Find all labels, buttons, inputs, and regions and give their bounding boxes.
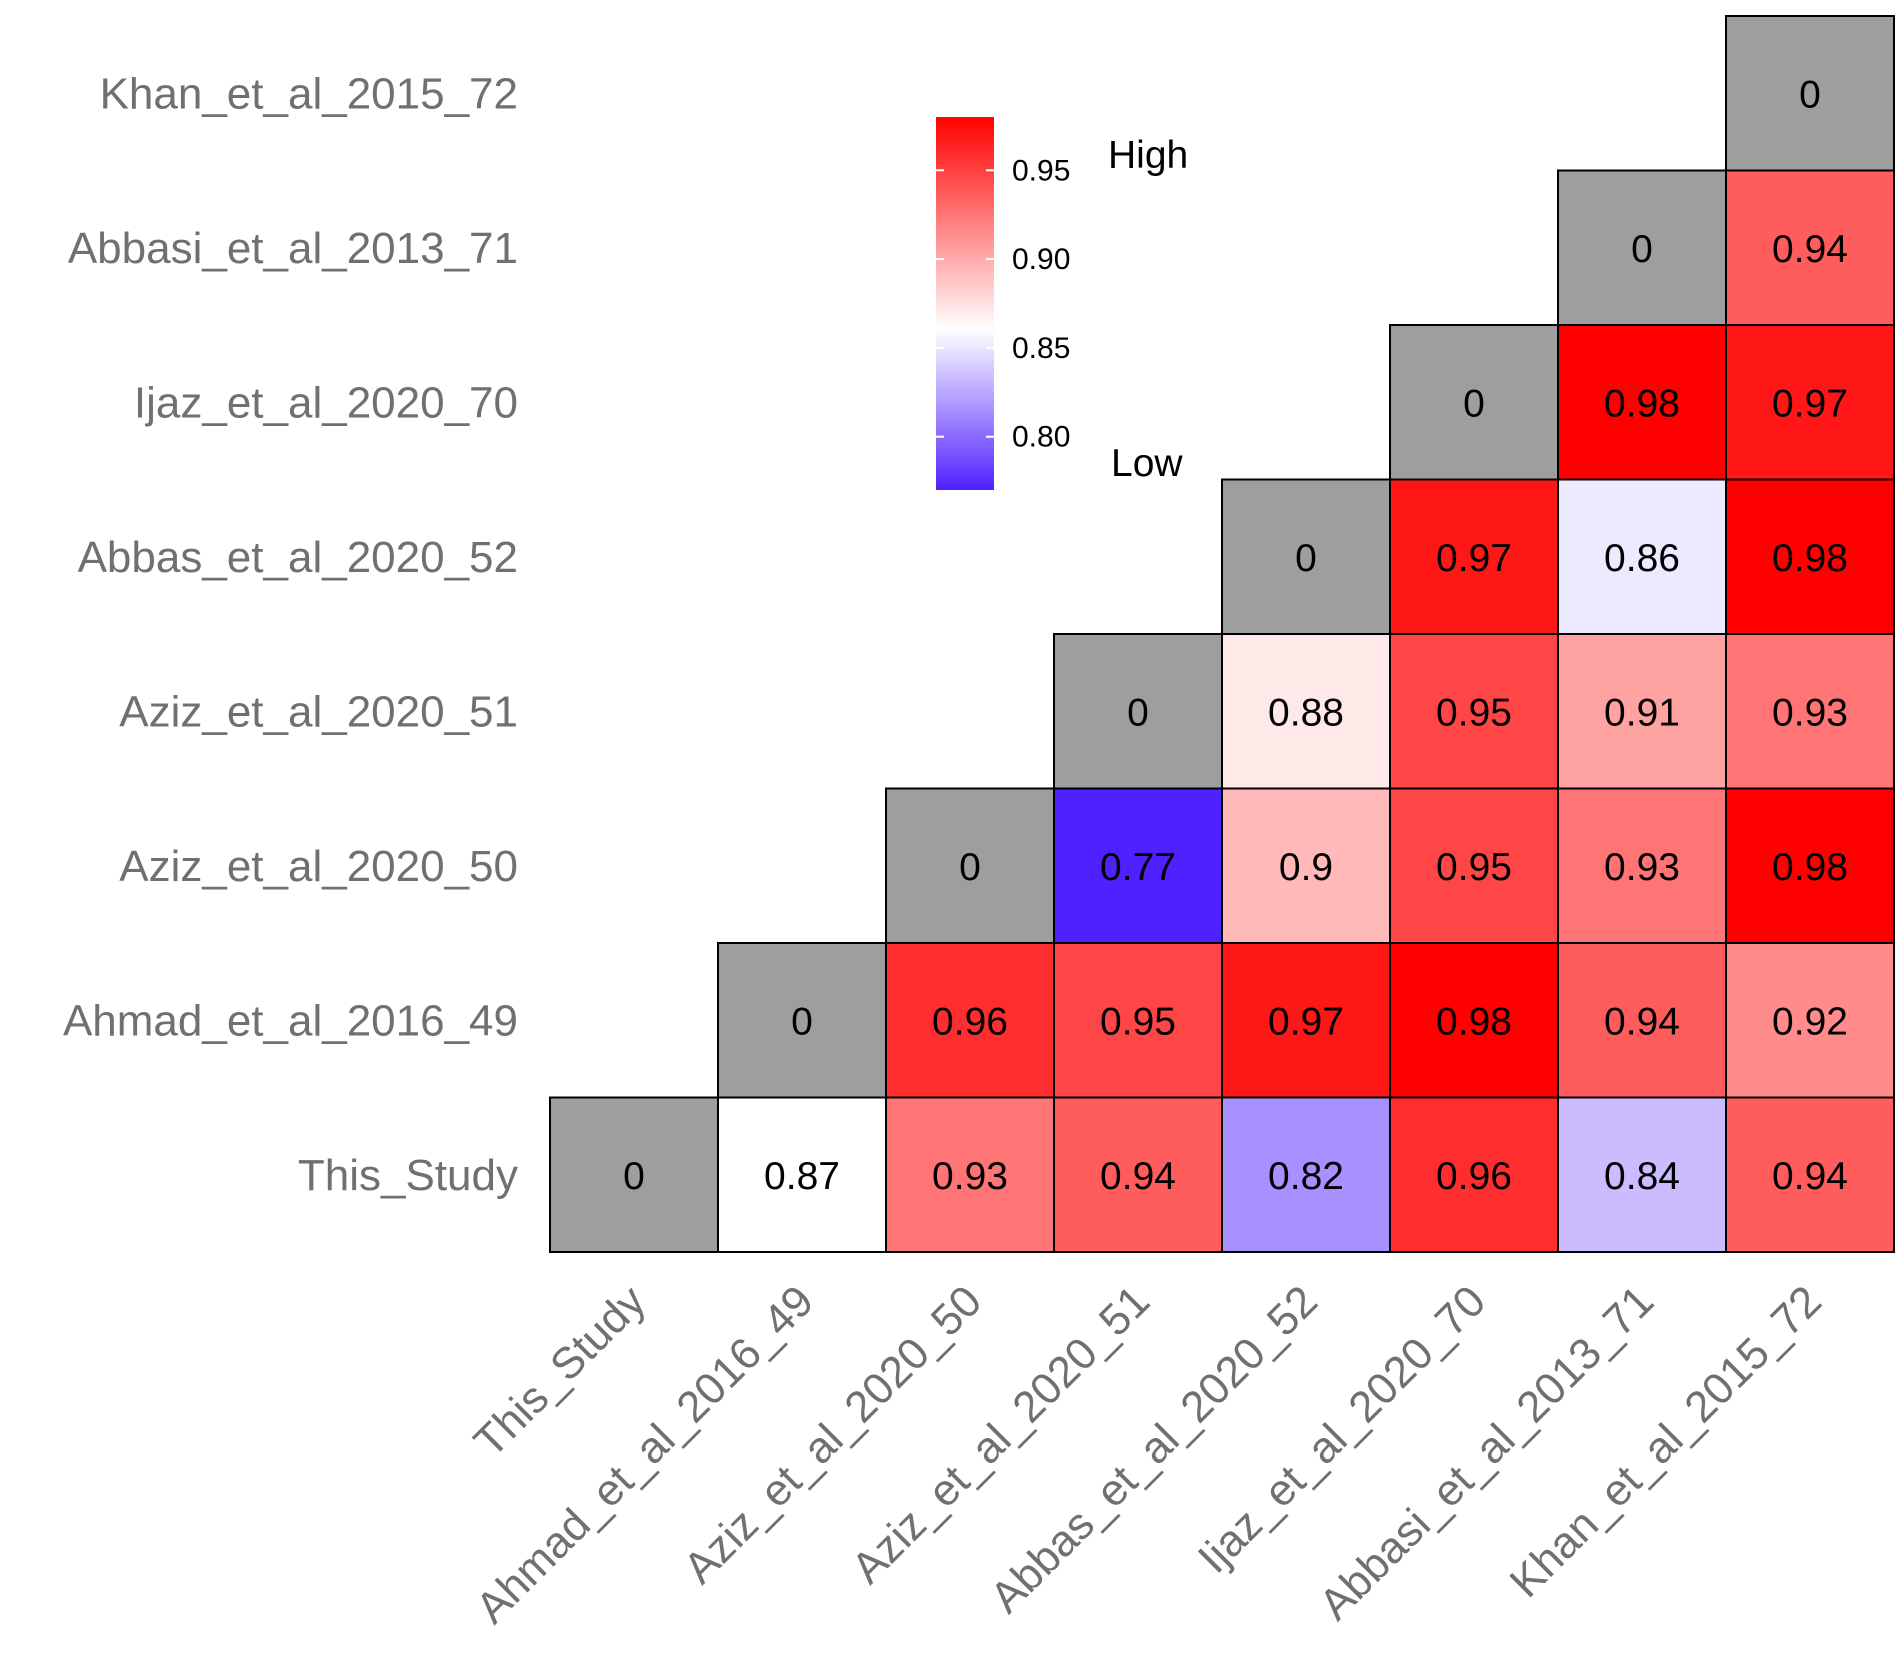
cell-value-label: 0 [623, 1155, 645, 1198]
heatmap-cell [1389, 478, 1559, 635]
heatmap-cell [1725, 1096, 1895, 1253]
x-axis-tick-labels: This_StudyAhmad_et_al_2016_49Aziz_et_al_… [465, 1276, 1831, 1632]
cell-value-label: 0 [791, 1000, 813, 1043]
heatmap-cell [1557, 169, 1727, 326]
cell-value-label: 0 [1631, 228, 1653, 271]
legend-high-label: High [1108, 134, 1188, 177]
heatmap-cell [1053, 633, 1223, 790]
heatmap-cells [549, 15, 1895, 1253]
heatmap-cell [1389, 324, 1559, 481]
x-tick-label: Ahmad_et_al_2016_49 [467, 1276, 823, 1632]
cell-value-label: 0.95 [1100, 1000, 1176, 1043]
cell-value-label: 0 [1463, 382, 1485, 425]
cell-value-label: 0.77 [1100, 846, 1176, 889]
y-tick-label: This_Study [298, 1151, 518, 1200]
heatmap-cell [885, 787, 1055, 944]
heatmap-cell [1725, 633, 1895, 790]
heatmap-cell [1725, 478, 1895, 635]
legend-tick-label: 0.85 [1012, 332, 1070, 365]
cell-value-label: 0.97 [1268, 1000, 1344, 1043]
cell-value-label: 0.87 [764, 1155, 840, 1198]
cell-value-label: 0.94 [1604, 1000, 1680, 1043]
y-axis-tick-labels: This_Study Ahmad_et_al_2016_49 Aziz_et_al_… [63, 69, 518, 1200]
heatmap-cell [549, 1096, 719, 1253]
heatmap-cell [1053, 787, 1223, 944]
y-tick-label: Aziz_et_al_2020_51 [119, 687, 518, 736]
y-tick-label: Abbas_et_al_2020_52 [78, 533, 518, 582]
cell-value-label: 0.9 [1279, 846, 1333, 889]
heatmap-cell [1221, 787, 1391, 944]
heatmap-cell [1389, 942, 1559, 1099]
cell-value-label: 0.96 [932, 1000, 1008, 1043]
cell-value-label: 0.95 [1436, 846, 1512, 889]
cell-value-label: 0.95 [1436, 691, 1512, 734]
cell-value-label: 0.82 [1268, 1155, 1344, 1198]
x-tick-label: Aziz_et_al_2020_51 [842, 1276, 1159, 1593]
heatmap-cell [1221, 478, 1391, 635]
heatmap-cell [1389, 1096, 1559, 1253]
cell-value-label: 0.98 [1772, 537, 1848, 580]
y-tick-label: Aziz_et_al_2020_50 [119, 842, 518, 891]
cell-value-label: 0 [1799, 73, 1821, 116]
y-tick-label: Ijaz_et_al_2020_70 [134, 378, 518, 427]
heatmap-cell [885, 942, 1055, 1099]
legend-tick-label: 0.80 [1012, 421, 1070, 454]
cell-value-label: 0.93 [1772, 691, 1848, 734]
heatmap-cell [1389, 787, 1559, 944]
heatmap-cell [1557, 633, 1727, 790]
heatmap-cell [1221, 633, 1391, 790]
cell-value-label: 0.84 [1604, 1155, 1680, 1198]
x-tick-label: Abbasi_et_al_2013_71 [1310, 1276, 1663, 1629]
heatmap-cell [1725, 787, 1895, 944]
heatmap-cell [717, 1096, 887, 1253]
cell-value-label: 0.98 [1772, 846, 1848, 889]
cell-value-label: 0 [1127, 691, 1149, 734]
color-legend: 0.80 0.85 0.90 0.95 High Low [936, 117, 1188, 490]
heatmap-cell [1557, 787, 1727, 944]
heatmap-cell [1557, 1096, 1727, 1253]
cell-value-label: 0.94 [1100, 1155, 1176, 1198]
heatmap-cell [1725, 15, 1895, 172]
cell-value-label: 0.98 [1604, 382, 1680, 425]
cell-value-label: 0.92 [1772, 1000, 1848, 1043]
cell-value-label: 0.97 [1436, 537, 1512, 580]
legend-ticks: 0.80 0.85 0.90 0.95 [936, 154, 1070, 454]
heatmap-cell [1221, 1096, 1391, 1253]
cell-value-label: 0.93 [932, 1155, 1008, 1198]
heatmap-cell [1053, 1096, 1223, 1253]
y-tick-label: Abbasi_et_al_2013_71 [68, 224, 518, 273]
x-tick-label: Ijaz_et_al_2020_70 [1189, 1276, 1495, 1582]
cell-value-label: 0.97 [1772, 382, 1848, 425]
y-tick-label: Ahmad_et_al_2016_49 [63, 996, 518, 1045]
x-tick-label: Aziz_et_al_2020_50 [674, 1276, 991, 1593]
cell-value-label: 0.94 [1772, 228, 1848, 271]
y-tick-label: Khan_et_al_2015_72 [100, 69, 518, 118]
cell-value-label: 0.98 [1436, 1000, 1512, 1043]
heatmap-cell [1557, 478, 1727, 635]
cell-value-label: 0 [959, 846, 981, 889]
legend-tick-label: 0.90 [1012, 243, 1070, 276]
x-tick-label: Khan_et_al_2015_72 [1501, 1276, 1832, 1607]
legend-color-bar [936, 117, 994, 490]
heatmap-cell [1221, 942, 1391, 1099]
cell-value-label: 0.93 [1604, 846, 1680, 889]
heatmap-cell [1725, 169, 1895, 326]
legend-tick-label: 0.95 [1012, 154, 1070, 187]
x-tick-label: Abbas_et_al_2020_52 [981, 1276, 1327, 1622]
cell-value-label: 0.94 [1772, 1155, 1848, 1198]
heatmap-cell [1725, 942, 1895, 1099]
cell-value-label: 0 [1295, 537, 1317, 580]
cell-value-label: 0.86 [1604, 537, 1680, 580]
legend-low-label: Low [1111, 442, 1183, 485]
cell-value-label: 0.96 [1436, 1155, 1512, 1198]
cell-value-label: 0.88 [1268, 691, 1344, 734]
cell-value-label: 0.91 [1604, 691, 1680, 734]
heatmap-cell [717, 942, 887, 1099]
heatmap-cell [1725, 324, 1895, 481]
heatmap-cell-labels: 0 0.87 0.93 0.94 0.82 0.96 0.84 0.940 0.96 0.95 0.… [623, 73, 1848, 1198]
